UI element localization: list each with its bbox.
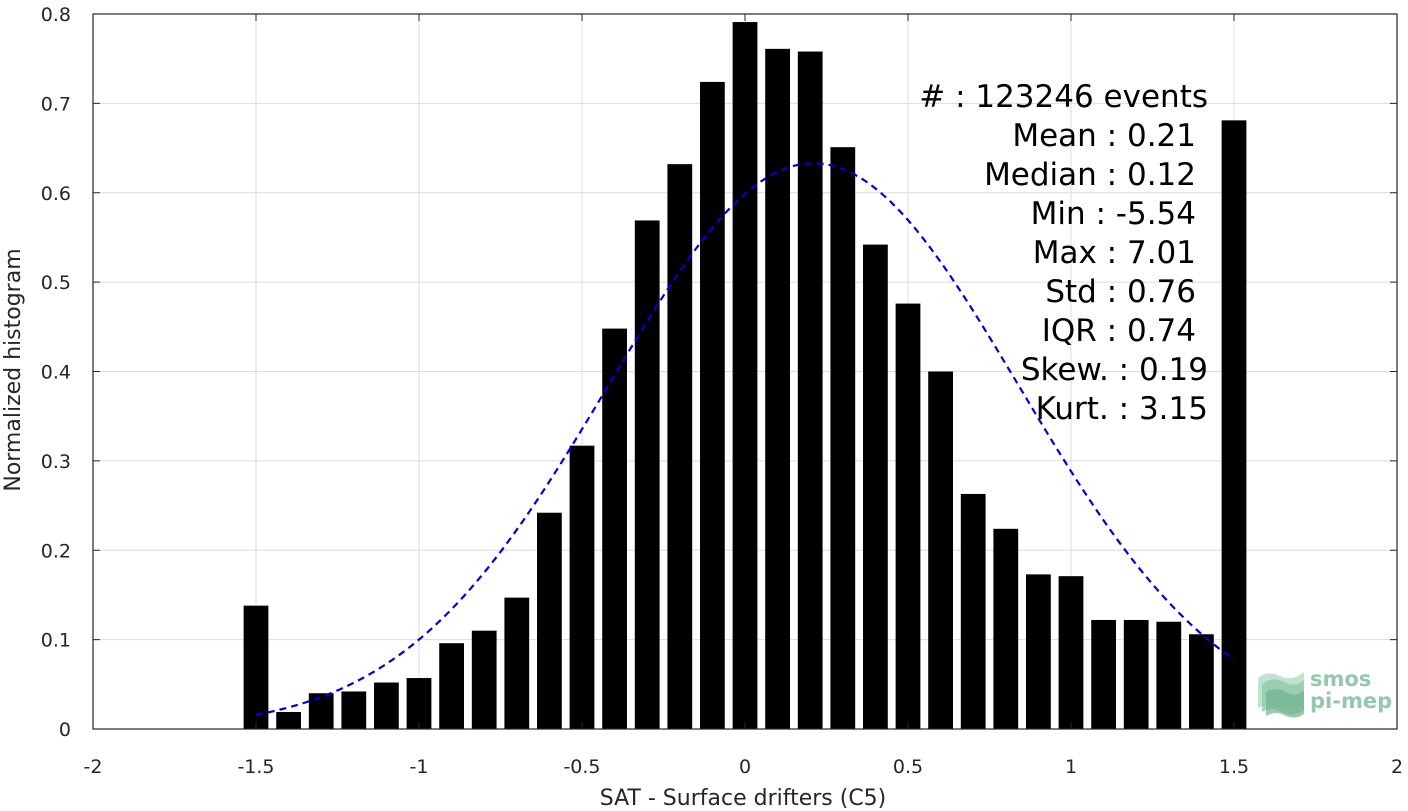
histogram-bar	[569, 445, 595, 729]
x-tick-label: -2	[84, 756, 103, 778]
smos-pi-mep-logo: smos pi-mep	[1254, 664, 1404, 724]
stat-min: Min : -5.54	[1030, 196, 1196, 232]
y-tick-label: 0.6	[41, 183, 71, 205]
histogram-bar	[308, 693, 334, 729]
x-tick-label: 2	[1391, 756, 1403, 778]
histogram-bar	[830, 147, 856, 729]
stat-mean: Mean : 0.21	[1012, 118, 1196, 154]
histogram-bar	[537, 512, 562, 729]
stat-kurt: Kurt. : 3.15	[1035, 391, 1208, 427]
y-tick-label: 0.8	[41, 4, 71, 26]
histogram-bar	[276, 712, 301, 729]
histogram-bar	[732, 22, 758, 729]
y-tick-label: 0.7	[41, 93, 71, 115]
x-tick-label: 1	[1065, 756, 1077, 778]
histogram-bar	[439, 643, 464, 729]
histogram-bar	[667, 164, 693, 729]
stat-max: Max : 7.01	[1032, 235, 1196, 271]
histogram-bars	[243, 22, 1247, 730]
histogram-bar	[1026, 574, 1051, 729]
logo-text-pi-mep: pi-mep	[1310, 689, 1393, 713]
stat-median: Median : 0.12	[984, 157, 1196, 193]
histogram-bar	[1091, 619, 1116, 729]
y-tick-label: 0	[59, 719, 71, 741]
statistics-annotation: # : 123246 events Mean : 0.21 Median : 0…	[780, 78, 1208, 429]
histogram-bar	[504, 597, 530, 729]
histogram-bar	[1189, 634, 1214, 729]
histogram-bar	[960, 493, 986, 729]
histogram-bar	[374, 682, 399, 729]
y-axis-label: Normalized histogram	[1, 248, 26, 491]
histogram-bar	[243, 605, 269, 729]
x-axis-label: SAT - Surface drifters (C5)	[600, 786, 887, 811]
stat-events: # : 123246 events	[919, 79, 1208, 115]
histogram-bar	[1156, 621, 1182, 729]
y-tick-label: 0.4	[41, 362, 71, 384]
histogram-bar	[928, 371, 953, 729]
x-tick-label: 0.5	[893, 756, 923, 778]
histogram-bar	[895, 303, 921, 729]
x-tick-label: -1.5	[237, 756, 274, 778]
histogram-bar	[634, 220, 660, 730]
histogram-bar	[863, 244, 888, 729]
logo-wave-icon	[1258, 672, 1304, 718]
histogram-bar	[1123, 619, 1149, 729]
stat-skew: Skew. : 0.19	[1020, 352, 1208, 388]
histogram-bar	[406, 678, 432, 729]
histogram-bar	[765, 48, 790, 729]
histogram-bar	[341, 691, 367, 729]
y-tick-label: 0.3	[41, 451, 71, 473]
x-tick-label: -0.5	[563, 756, 600, 778]
gaussian-fit-curve	[255, 162, 1235, 716]
x-axis-ticks: -2 -1.5 -1 -0.5 0 0.5 1 1.5 2	[84, 14, 1403, 778]
histogram-bar	[700, 81, 725, 730]
histogram-bar	[471, 630, 497, 729]
x-tick-label: 0	[739, 756, 751, 778]
histogram-bar	[602, 328, 627, 729]
stat-std: Std : 0.76	[1045, 274, 1196, 310]
y-tick-label: 0.1	[41, 630, 71, 652]
stat-iqr: IQR : 0.74	[1041, 313, 1196, 349]
y-tick-label: 0.5	[41, 272, 71, 294]
x-tick-label: -1	[410, 756, 429, 778]
logo-text-smos: smos	[1310, 667, 1372, 691]
y-axis-ticks: 0 0.1 0.2 0.3 0.4 0.5 0.6 0.7 0.8	[41, 4, 1397, 741]
y-tick-label: 0.2	[41, 540, 71, 562]
x-tick-label: 1.5	[1219, 756, 1249, 778]
histogram-bar	[993, 528, 1019, 729]
histogram-bar	[1221, 120, 1247, 729]
histogram-bar	[1058, 576, 1084, 729]
